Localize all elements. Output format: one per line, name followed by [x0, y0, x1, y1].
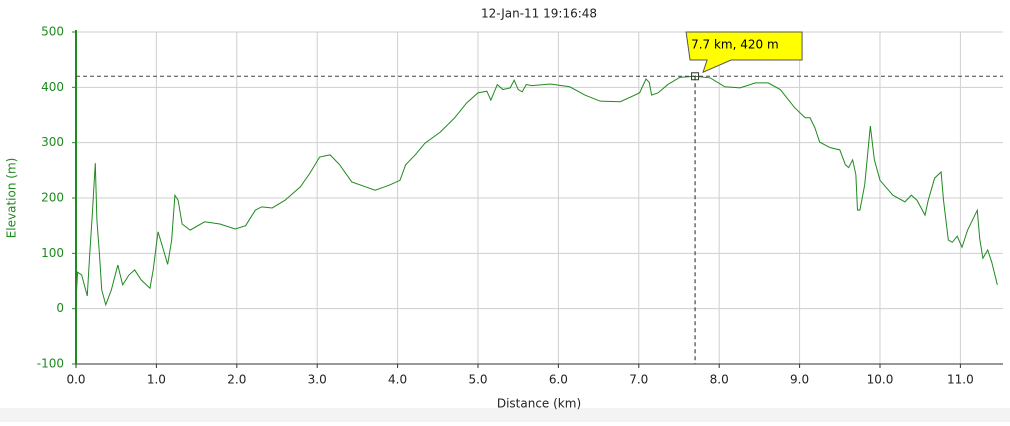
x-tick-label: 11.0 — [947, 373, 974, 387]
y-tick-label: 100 — [41, 246, 64, 260]
x-tick-label: 2.0 — [227, 373, 246, 387]
chart-title: 12-Jan-11 19:16:48 — [481, 7, 597, 21]
y-tick-label: 400 — [41, 80, 64, 94]
y-tick-label: -100 — [37, 357, 64, 371]
crosshair-marker — [691, 72, 700, 81]
elevation-line — [75, 75, 998, 307]
x-tick-label: 1.0 — [147, 373, 166, 387]
x-axis-label: Distance (km) — [497, 397, 581, 411]
x-tick-label: 6.0 — [549, 373, 568, 387]
x-tick-label: 7.0 — [629, 373, 648, 387]
callout-box — [685, 31, 803, 74]
x-tick-label: 8.0 — [710, 373, 729, 387]
y-tick-label: 500 — [41, 25, 64, 39]
callout-label: 7.7 km, 420 m — [691, 38, 779, 52]
x-tick-label: 5.0 — [468, 373, 487, 387]
x-tick-label: 3.0 — [308, 373, 327, 387]
y-tick-label: 200 — [41, 191, 64, 205]
x-tick-label: 4.0 — [388, 373, 407, 387]
footer-strip — [0, 408, 1010, 422]
y-axis-label: Elevation (m) — [5, 158, 19, 239]
x-tick-label: 10.0 — [867, 373, 894, 387]
x-tick-label: 9.0 — [790, 373, 809, 387]
y-tick-label: 0 — [56, 301, 64, 315]
x-tick-label: 0.0 — [66, 373, 85, 387]
y-tick-label: 300 — [41, 135, 64, 149]
